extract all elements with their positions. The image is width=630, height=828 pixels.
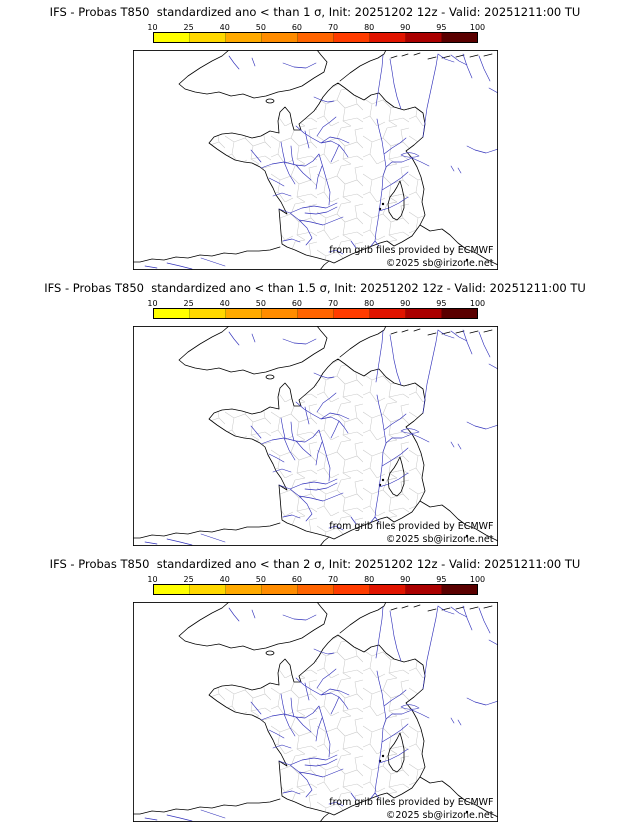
colorbar-tick-label: 70 <box>327 575 339 584</box>
colorbar-tick-label: 70 <box>327 299 339 308</box>
colorbar-segment <box>225 585 262 594</box>
panel-title: IFS - Probas T850 standardized ano < tha… <box>49 5 581 19</box>
colorbar-tick-label: 10 <box>147 23 158 32</box>
colorbar-segment <box>405 309 442 318</box>
colorbar-tick-label: 10 <box>147 575 158 584</box>
forecast-panel-sigma-1: IFS - Probas T850 standardized ano < tha… <box>0 0 630 276</box>
colorbar-segment <box>261 585 298 594</box>
france-map-instance <box>132 602 498 822</box>
colorbar-tick-label: 80 <box>364 299 375 308</box>
colorbar-tick-label: 100 <box>469 299 486 308</box>
colorbar-tick-label: 25 <box>183 299 194 308</box>
attribution-ecmwf: from grib files provided by ECMWF <box>329 797 494 808</box>
attribution-ecmwf: from grib files provided by ECMWF <box>329 245 494 256</box>
colorbar-tick-label: 90 <box>400 575 411 584</box>
colorbar-segment <box>261 309 298 318</box>
colorbar-tick-label: 50 <box>255 23 266 32</box>
colorbar-tick-label: 40 <box>219 575 230 584</box>
colorbar-segment <box>441 33 477 42</box>
probability-colorbar: 10 25 40 50 60 70 80 90 95 100 <box>147 23 485 43</box>
colorbar-segment <box>153 33 190 42</box>
colorbar-segment <box>153 585 190 594</box>
colorbar-tick-label: 60 <box>291 299 303 308</box>
colorbar-segment <box>369 309 406 318</box>
colorbar-tick-label: 50 <box>255 299 266 308</box>
attribution-copyright: ©2025 sb@irizone.net <box>385 534 494 545</box>
colorbar-segment <box>261 33 298 42</box>
forecast-panel-sigma-1-5: IFS - Probas T850 standardized ano < tha… <box>0 276 630 552</box>
colorbar-segment <box>369 33 406 42</box>
probability-colorbar: 10 25 40 50 60 70 80 90 95 100 <box>147 575 485 595</box>
forecast-panel-sigma-2: IFS - Probas T850 standardized ano < tha… <box>0 552 630 828</box>
colorbar-tick-label: 90 <box>400 299 411 308</box>
colorbar-tick-label: 100 <box>469 575 486 584</box>
attribution-ecmwf: from grib files provided by ECMWF <box>329 521 494 532</box>
colorbar-segment <box>405 33 442 42</box>
colorbar-segment <box>297 585 334 594</box>
colorbar-tick-label: 25 <box>183 23 194 32</box>
france-probability-map: from grib files provided by ECMWF ©2025 … <box>132 326 498 546</box>
france-map-instance <box>132 326 498 546</box>
colorbar-tick-label: 90 <box>400 23 411 32</box>
colorbar-tick-label: 50 <box>255 575 266 584</box>
attribution-copyright: ©2025 sb@irizone.net <box>385 810 494 821</box>
probability-colorbar: 10 25 40 50 60 70 80 90 95 100 <box>147 299 485 319</box>
colorbar-bar <box>152 584 478 595</box>
colorbar-tick-label: 40 <box>219 23 230 32</box>
colorbar-tick-label: 95 <box>436 575 447 584</box>
france-map-instance <box>132 50 498 270</box>
colorbar-segment <box>225 309 262 318</box>
colorbar-segment <box>333 309 370 318</box>
attribution-copyright: ©2025 sb@irizone.net <box>385 258 494 269</box>
colorbar-segment <box>153 309 190 318</box>
colorbar-segment <box>441 309 477 318</box>
map-canvas <box>132 326 498 546</box>
colorbar-segment <box>333 585 370 594</box>
colorbar-tick-labels: 10 25 40 50 60 70 80 90 95 100 <box>147 299 485 308</box>
colorbar-segment <box>333 33 370 42</box>
map-canvas <box>132 602 498 822</box>
colorbar-tick-labels: 10 25 40 50 60 70 80 90 95 100 <box>147 23 485 32</box>
colorbar-bar <box>152 308 478 319</box>
colorbar-tick-label: 80 <box>364 575 375 584</box>
colorbar-segment <box>297 309 334 318</box>
colorbar-tick-label: 60 <box>291 575 303 584</box>
france-probability-map: from grib files provided by ECMWF ©2025 … <box>132 602 498 822</box>
colorbar-tick-label: 10 <box>147 299 158 308</box>
colorbar-tick-label: 95 <box>436 299 447 308</box>
colorbar-tick-label: 70 <box>327 23 339 32</box>
colorbar-bar <box>152 32 478 43</box>
colorbar-tick-label: 95 <box>436 23 447 32</box>
colorbar-segment <box>189 309 226 318</box>
colorbar-tick-label: 40 <box>219 299 230 308</box>
colorbar-segment <box>369 585 406 594</box>
panel-title: IFS - Probas T850 standardized ano < tha… <box>44 281 586 295</box>
colorbar-segment <box>441 585 477 594</box>
colorbar-tick-label: 80 <box>364 23 375 32</box>
colorbar-segment <box>297 33 334 42</box>
colorbar-tick-labels: 10 25 40 50 60 70 80 90 95 100 <box>147 575 485 584</box>
france-probability-map: from grib files provided by ECMWF ©2025 … <box>132 50 498 270</box>
panel-title: IFS - Probas T850 standardized ano < tha… <box>49 557 581 571</box>
colorbar-segment <box>189 585 226 594</box>
colorbar-segment <box>405 585 442 594</box>
colorbar-tick-label: 100 <box>469 23 486 32</box>
colorbar-segment <box>189 33 226 42</box>
colorbar-tick-label: 25 <box>183 575 194 584</box>
map-canvas <box>132 50 498 270</box>
colorbar-segment <box>225 33 262 42</box>
colorbar-tick-label: 60 <box>291 23 303 32</box>
